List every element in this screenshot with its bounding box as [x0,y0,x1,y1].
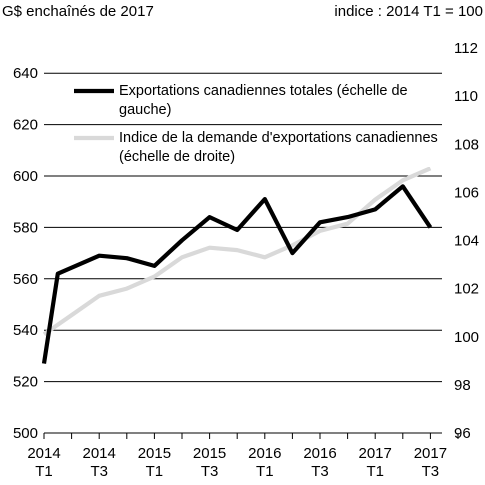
y-tick-label-right: 100 [454,329,479,346]
y-tick-label-right: 108 [454,136,479,153]
x-tick-label-quarter: T1 [35,463,53,480]
x-tick-label-year: 2014 [27,445,60,462]
left-y-axis: 500 520 540 560 580 600 620 640 [13,65,38,442]
x-tick-label-year: 2017 [359,445,392,462]
series-line-export-demand-index [42,166,432,337]
y-tick-label-left: 620 [13,117,38,134]
x-tick-label-quarter: T3 [422,463,440,480]
y-tick-label-left: 500 [13,425,38,442]
y-tick-label-right: 112 [454,40,478,57]
y-tick-label-right: 98 [454,377,471,394]
x-tick-label-year: 2014 [83,445,116,462]
x-tick-label-quarter: T1 [256,463,274,480]
y-tick-label-left: 560 [13,271,38,288]
y-tick-label-right: 96 [454,425,471,442]
y-tick-label-left: 520 [13,374,38,391]
x-tick-label-year: 2017 [414,445,447,462]
y-tick-label-left: 580 [13,219,38,236]
y-tick-label-left: 600 [13,168,38,185]
x-tick-label-quarter: T3 [311,463,329,480]
x-tick-label-year: 2016 [303,445,336,462]
right-axis-unit-label: indice : 2014 T1 = 100 [334,3,483,20]
y-tick-label-right: 104 [454,233,479,250]
legend [74,88,114,141]
legend-label-export-demand-index: Indice de la demande d'exportations cana… [119,129,439,167]
series-lines [41,166,433,364]
y-tick-label-right: 110 [454,88,478,105]
x-tick-label-year: 2016 [248,445,281,462]
left-axis-unit-label: G$ enchaînés de 2017 [2,3,154,20]
x-axis: 2014T12014T32015T12015T32016T12016T32017… [27,433,459,480]
y-tick-label-left: 640 [13,65,38,82]
x-tick-label-quarter: T3 [90,463,108,480]
x-tick-label-year: 2015 [138,445,171,462]
y-tick-label-left: 540 [13,322,38,339]
y-tick-label-right: 106 [454,184,479,201]
x-tick-label-quarter: T1 [146,463,164,480]
series-line-total-exports [41,184,433,364]
legend-label-total-exports: Exportations canadiennes totales (échell… [119,82,445,120]
x-tick-label-quarter: T1 [366,463,384,480]
right-y-axis: 96 98 100 102 104 106 108 110 112 [454,40,479,442]
x-tick-label-year: 2015 [193,445,226,462]
y-tick-label-right: 102 [454,281,479,298]
x-tick-label-quarter: T3 [201,463,219,480]
